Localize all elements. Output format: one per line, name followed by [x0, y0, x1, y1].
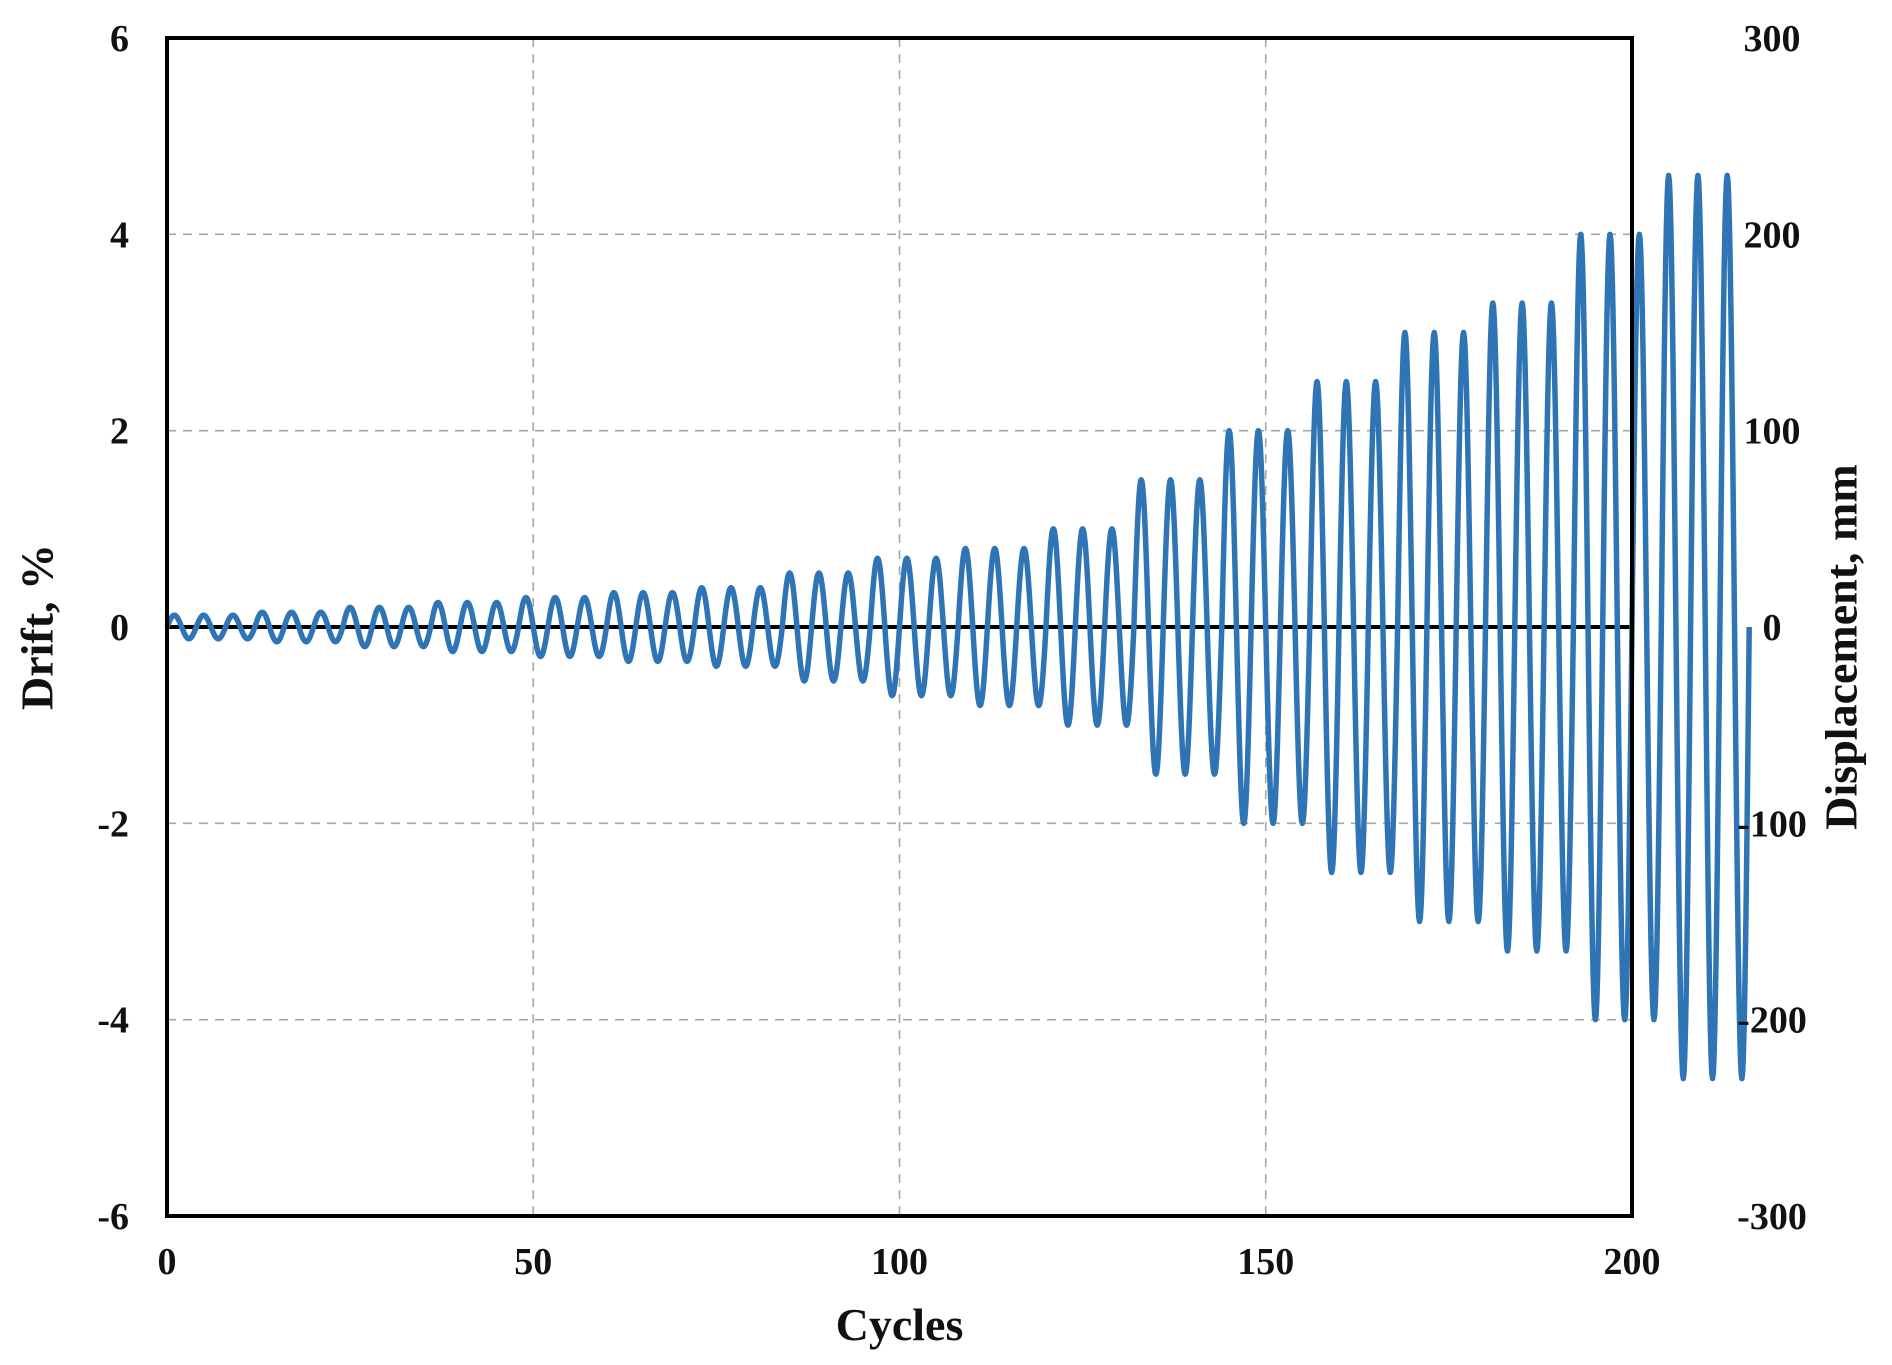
frame-layer [165, 36, 1634, 1218]
y2-tick-label: 100 [1744, 411, 1801, 453]
y-tick-label: 0 [110, 607, 129, 649]
y-tick-label: 6 [110, 18, 129, 60]
y2-tick-label: 200 [1744, 214, 1801, 256]
x-tick-label: 200 [1604, 1241, 1661, 1283]
x-tick-label: 100 [871, 1241, 928, 1283]
y2-tick-label: 0 [1763, 607, 1782, 649]
x-tick-label: 150 [1237, 1241, 1294, 1283]
y2-tick-label: -200 [1737, 1000, 1807, 1042]
y-tick-label: -2 [97, 803, 129, 845]
y-tick-label: 4 [110, 214, 129, 256]
y2-tick-label: -300 [1737, 1196, 1807, 1238]
x-tick-label: 0 [158, 1241, 177, 1283]
y-axis-title: Drift, % [12, 544, 63, 710]
plot-frame [165, 36, 1634, 1218]
x-axis-title: Cycles [836, 1299, 964, 1350]
y2-tick-label: 300 [1744, 18, 1801, 60]
series-line [164, 172, 1752, 1082]
y-tick-label: -4 [97, 1000, 129, 1042]
tick-label-layer: 0 50 100 150 200 -6 -4 -2 0 2 4 6 -300 -200 -100 0 100 20… [97, 18, 1806, 1283]
y2-axis-title: Displacement, mm [1816, 464, 1867, 829]
y-tick-label: -6 [97, 1196, 129, 1238]
y2-tick-label: -100 [1737, 803, 1807, 845]
x-tick-label: 50 [514, 1241, 552, 1283]
y-tick-label: 2 [110, 411, 129, 453]
series-layer [164, 172, 1752, 1082]
